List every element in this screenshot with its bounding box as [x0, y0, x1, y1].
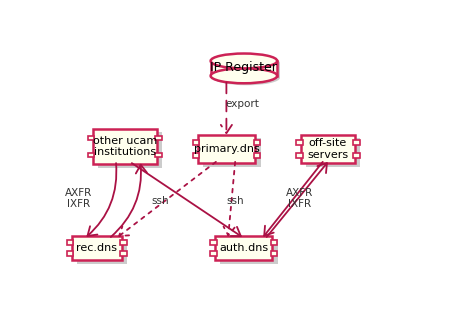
Bar [210, 251, 216, 256]
FancyArrowPatch shape [119, 162, 216, 236]
FancyBboxPatch shape [97, 132, 162, 168]
FancyBboxPatch shape [202, 138, 260, 167]
Bar [87, 153, 94, 157]
Bar [67, 251, 73, 256]
FancyArrowPatch shape [266, 163, 326, 237]
Bar [253, 140, 259, 145]
Text: ssh: ssh [151, 196, 168, 206]
FancyArrowPatch shape [110, 165, 147, 237]
Bar [155, 136, 161, 140]
Bar [120, 251, 126, 256]
Bar [155, 153, 161, 157]
FancyBboxPatch shape [92, 129, 156, 164]
Text: off-site
servers: off-site servers [307, 138, 348, 160]
Bar [271, 251, 277, 256]
Bar [120, 240, 126, 245]
FancyArrowPatch shape [221, 82, 231, 133]
Text: other ucam
institutions: other ucam institutions [92, 136, 156, 157]
Bar [253, 153, 259, 158]
FancyArrowPatch shape [223, 162, 235, 235]
Ellipse shape [210, 68, 276, 83]
Bar [271, 240, 277, 245]
Text: rec.dns: rec.dns [76, 243, 117, 253]
Text: ssh: ssh [226, 196, 244, 206]
FancyBboxPatch shape [198, 135, 254, 163]
Bar [67, 240, 73, 245]
Bar [193, 140, 199, 145]
Bar [353, 153, 359, 158]
Bar [295, 140, 302, 145]
FancyBboxPatch shape [210, 61, 276, 76]
Bar [87, 136, 94, 140]
FancyBboxPatch shape [305, 138, 359, 167]
Text: IP Register: IP Register [210, 61, 277, 74]
Ellipse shape [213, 71, 279, 85]
Text: auth.dns: auth.dns [219, 243, 268, 253]
FancyBboxPatch shape [220, 240, 277, 264]
Text: AXFR
IXFR: AXFR IXFR [64, 188, 92, 209]
FancyBboxPatch shape [77, 240, 127, 264]
FancyBboxPatch shape [213, 63, 279, 78]
Text: AXFR
IXFR: AXFR IXFR [285, 188, 313, 209]
Bar [353, 140, 359, 145]
Bar [210, 240, 216, 245]
FancyArrowPatch shape [132, 163, 240, 236]
FancyArrowPatch shape [263, 162, 322, 236]
Ellipse shape [213, 55, 279, 71]
Text: primary.dns: primary.dns [193, 144, 259, 154]
Ellipse shape [210, 53, 276, 68]
FancyArrowPatch shape [87, 163, 116, 236]
FancyBboxPatch shape [72, 236, 122, 260]
Bar [295, 153, 302, 158]
Text: export: export [225, 99, 258, 109]
Bar [193, 153, 199, 158]
FancyBboxPatch shape [300, 135, 354, 163]
FancyBboxPatch shape [215, 236, 272, 260]
